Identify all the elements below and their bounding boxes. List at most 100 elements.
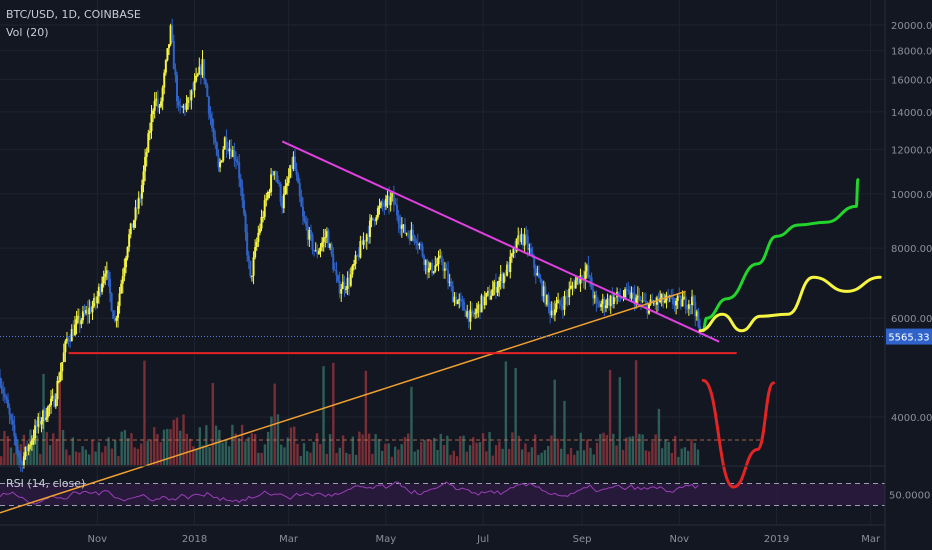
candle-body [317, 251, 320, 255]
candle-body [241, 187, 244, 201]
volume-bar [55, 438, 58, 465]
candle-body [203, 59, 206, 80]
candle-body [421, 246, 424, 257]
volume-bar [61, 429, 65, 465]
candle-body [265, 198, 268, 201]
descending-trendline [281, 140, 720, 343]
candle-body [207, 96, 210, 114]
volume-bar [81, 446, 84, 465]
candle-body [660, 294, 663, 299]
volume-bar [680, 448, 683, 465]
candle-body [24, 446, 27, 457]
volume-bars [0, 360, 760, 465]
candle-body [424, 259, 427, 265]
candle-body [142, 171, 145, 186]
volume-bar [664, 439, 667, 465]
volume-bar [589, 447, 592, 465]
candle-body [569, 285, 572, 289]
volume-bar [488, 432, 491, 465]
candle-body [227, 149, 230, 152]
candle-body [58, 380, 60, 382]
candle-body [501, 274, 504, 284]
candle-body [301, 206, 304, 217]
candle-body [641, 300, 644, 302]
candle-body [357, 255, 360, 258]
volume-bar [94, 451, 97, 465]
candle-body [117, 306, 119, 318]
candle-body [512, 248, 515, 254]
candle-body [333, 269, 336, 271]
volume-bar [110, 448, 114, 465]
volume-bar [605, 435, 609, 465]
candle-body [40, 420, 43, 425]
candle-body [22, 456, 25, 467]
volume-bar [97, 442, 101, 465]
volume-bar [280, 444, 283, 465]
candle-body [353, 263, 355, 266]
candle-body [270, 174, 273, 193]
candle-body [182, 105, 185, 108]
candle-body [263, 200, 266, 217]
candle-body [391, 193, 394, 197]
candle-body [298, 183, 301, 197]
volume-bar [498, 441, 501, 465]
candle-body [260, 217, 263, 229]
candle-body [126, 247, 129, 258]
candle-body [412, 229, 414, 236]
candle-body [370, 217, 373, 221]
candle-body [45, 417, 48, 420]
candle-body [0, 385, 3, 389]
candle-body [231, 150, 234, 157]
volume-bar [485, 451, 488, 465]
volume-bar [293, 426, 296, 465]
volume-bar [309, 452, 312, 465]
yellow-projection [698, 275, 882, 333]
candle-body [493, 282, 496, 290]
candle-body [247, 255, 250, 262]
candle-body [507, 264, 510, 273]
candle-body [179, 105, 182, 107]
candle-body [397, 215, 400, 224]
candle-body [632, 292, 635, 294]
candle-body [609, 295, 612, 306]
price-candles [0, 18, 702, 473]
candle-body [13, 424, 16, 437]
candle-body [635, 297, 638, 305]
volume-bar [387, 443, 390, 465]
volume-bar [140, 443, 143, 465]
candle-body [177, 101, 180, 106]
candle-body [405, 233, 408, 235]
y-tick-label: 20000.00 [891, 21, 932, 32]
candle-body [644, 300, 647, 303]
candle-body [356, 255, 359, 257]
volume-bar [39, 454, 42, 465]
volume-bar [341, 435, 345, 465]
volume-bar [153, 427, 156, 465]
volume-bar [455, 456, 459, 465]
volume-bar [234, 433, 237, 465]
rsi-indicator-label[interactable]: RSI (14, close) [6, 477, 86, 490]
y-tick-label: 8000.00 [891, 244, 932, 255]
symbol-title[interactable]: BTC/USD, 1D, COINBASE [6, 8, 141, 21]
candle-body [458, 298, 461, 301]
candle-body [284, 185, 287, 194]
volume-bar [406, 433, 410, 465]
candle-body [262, 216, 265, 218]
volume-bar [74, 451, 78, 465]
candle-body [121, 276, 124, 284]
candle-body [595, 295, 598, 302]
candle-body [488, 291, 491, 300]
volume-bar [543, 450, 547, 465]
volume-bar [143, 360, 146, 465]
candle-body [464, 310, 467, 317]
candle-body [471, 309, 473, 312]
candle-body [185, 102, 188, 110]
volume-bar [673, 435, 677, 465]
candle-body [496, 287, 499, 293]
volume-bar [644, 450, 648, 465]
volume-bar [179, 430, 182, 465]
candle-body [67, 338, 70, 342]
volume-indicator-label[interactable]: Vol (20) [6, 26, 49, 39]
